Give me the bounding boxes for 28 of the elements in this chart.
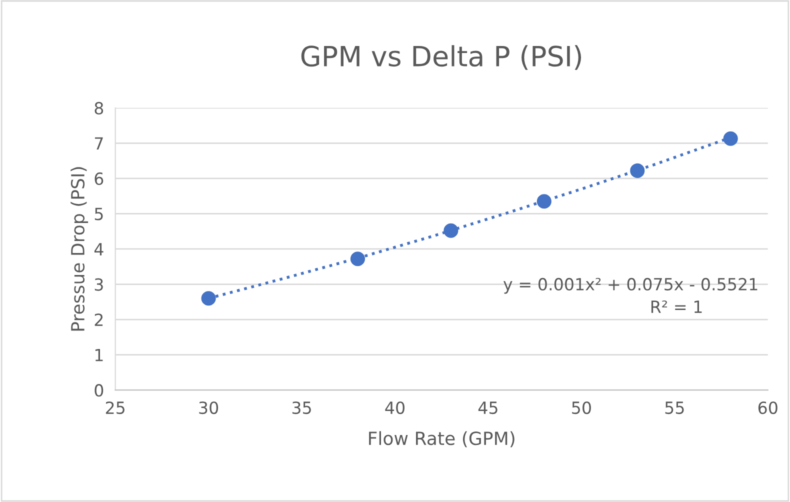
point <box>536 194 552 209</box>
point <box>630 163 645 178</box>
y-tick-label: 1 <box>95 348 103 362</box>
y-tick-label: 0 <box>94 384 104 397</box>
y-tick-label: 2 <box>94 313 103 326</box>
x-axis-title: Flow Rate (GPM) <box>369 431 514 448</box>
x-tick-label: 25 <box>106 401 124 414</box>
annotation: y = 0.001x² + 0.075x - 0.5521 <box>503 278 758 294</box>
x-tick-label: 35 <box>292 401 311 414</box>
point <box>201 291 216 306</box>
chart-title: GPM vs Delta P (PSI) <box>301 45 582 70</box>
x-tick-label: 55 <box>665 402 684 414</box>
x-tick-label: 60 <box>758 401 778 414</box>
annotation: R² = 1 <box>651 300 702 313</box>
y-tick-label: 6 <box>94 172 104 186</box>
point <box>350 252 365 266</box>
x-tick-label: 50 <box>572 401 591 414</box>
y-tick-label: 8 <box>94 102 104 114</box>
y-axis-title: Pressue Drop (PSI) <box>70 167 88 331</box>
point <box>444 223 458 238</box>
y-tick-label: 4 <box>94 243 104 256</box>
y-tick-label: 5 <box>94 208 103 220</box>
y-tick-label: 3 <box>94 278 103 291</box>
x-tick-label: 45 <box>478 402 498 414</box>
point <box>723 131 738 146</box>
y-tick-label: 7 <box>94 137 103 150</box>
x-tick-label: 40 <box>385 401 404 414</box>
x-tick-label: 30 <box>199 401 218 414</box>
